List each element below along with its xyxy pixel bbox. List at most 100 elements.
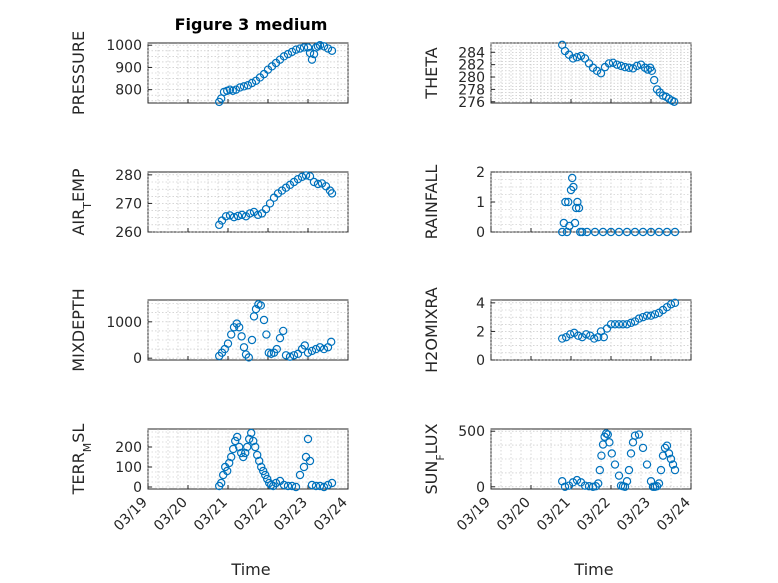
data-point: [327, 337, 336, 347]
subplot-terr_msl: 0 100 200 03/19 03/20 03/21 03/22 03/23 03/24 TER…: [69, 424, 351, 535]
data-point: [638, 312, 648, 322]
data-point: [253, 450, 262, 460]
data-point: [574, 203, 584, 213]
x-tick-label: 03/20: [151, 495, 191, 535]
subplot-air_temp: 260 270 280 AIRTEMP: [69, 168, 349, 241]
data-point: [608, 58, 618, 67]
x-tick-label: 03/23: [271, 495, 311, 535]
data-point: [225, 211, 235, 220]
data-point: [295, 44, 305, 53]
data-point: [574, 331, 583, 340]
y-axis-label: MIXDEPTH: [69, 288, 88, 371]
data-point: [221, 212, 231, 221]
data-point: [626, 318, 636, 328]
data-point: [580, 481, 590, 490]
y-axis-label-main: RAINFALL: [422, 165, 441, 240]
y-axis-label: H2OMIXRA: [422, 287, 441, 373]
data-point: [590, 227, 600, 237]
data-point: [313, 179, 323, 189]
data-point: [265, 199, 275, 208]
data-point: [624, 465, 634, 475]
data-point: [670, 97, 679, 106]
data-point: [573, 197, 582, 207]
data-point: [650, 75, 659, 85]
data-point: [279, 326, 288, 336]
data-point: [216, 478, 226, 488]
data-point: [558, 227, 567, 237]
data-point: [287, 481, 297, 491]
data-point: [256, 301, 265, 310]
data-point: [241, 350, 251, 359]
data-point: [327, 46, 337, 55]
data-point: [580, 54, 590, 63]
data-point: [566, 330, 575, 339]
data-point: [646, 311, 656, 320]
data-point: [229, 212, 239, 222]
x-tick-label: 03/24: [311, 494, 351, 534]
data-point: [279, 480, 289, 490]
y-tick-label: 1: [476, 195, 485, 211]
data-point: [319, 42, 329, 51]
data-point: [569, 182, 578, 192]
subplot-rainfall: 0 1 2 RAINFALL: [422, 165, 692, 241]
subplot-h2omixra: 0 2 4 H2OMIXRA: [422, 287, 692, 373]
data-point: [654, 479, 664, 488]
data-point: [670, 465, 680, 475]
data-point: [307, 55, 317, 64]
data-point: [262, 330, 271, 339]
data-point: [272, 344, 281, 354]
data-point: [255, 456, 264, 466]
data-point: [283, 49, 293, 59]
data-point: [250, 442, 260, 452]
data-point: [244, 353, 253, 362]
data-point: [614, 320, 624, 329]
data-point: [668, 460, 678, 469]
data-point: [650, 310, 660, 319]
y-axis-label: AIRTEMP: [69, 168, 94, 235]
data-point: [620, 482, 630, 491]
x-tick-label: 03/23: [614, 495, 654, 535]
data-point: [578, 227, 587, 237]
data-point: [607, 449, 617, 458]
y-axis-label-main: AIR: [69, 209, 88, 236]
data-point: [634, 430, 644, 439]
data-point: [606, 227, 616, 237]
y-tick-label: 500: [458, 424, 485, 440]
data-point: [606, 320, 616, 329]
data-point: [305, 172, 315, 181]
data-point: [597, 451, 606, 460]
y-tick-label: 280: [115, 168, 142, 184]
y-axis-label-sub: T: [81, 202, 94, 210]
y-tick-label: 278: [458, 82, 485, 98]
data-point: [240, 448, 250, 458]
data-point: [622, 477, 632, 486]
data-point: [303, 43, 313, 52]
data-point: [594, 479, 603, 488]
data-point: [315, 343, 325, 352]
y-tick-label: 0: [476, 353, 485, 369]
data-point: [595, 465, 605, 475]
data-point: [285, 352, 295, 361]
data-point: [271, 478, 281, 488]
data-point: [237, 332, 246, 341]
subplot-pressure: 800 900 1000 PRESSURE: [69, 31, 349, 115]
axes-frame: [490, 171, 692, 233]
data-point: [259, 466, 268, 476]
data-point: [614, 471, 624, 480]
data-point: [283, 481, 293, 491]
data-point: [239, 82, 249, 91]
data-point: [315, 41, 325, 50]
data-point: [246, 428, 256, 438]
y-tick-label: 4: [476, 296, 485, 312]
y-tick-label: 800: [115, 83, 142, 99]
data-point: [591, 482, 601, 491]
y-axis-label-tail: LUX: [422, 423, 441, 454]
x-tick-label: 03/19: [454, 495, 494, 535]
y-tick-label: 282: [458, 58, 485, 74]
data-point: [560, 482, 570, 491]
data-point: [599, 332, 609, 342]
data-point: [643, 65, 653, 74]
data-point: [245, 209, 255, 218]
data-point: [293, 174, 303, 184]
